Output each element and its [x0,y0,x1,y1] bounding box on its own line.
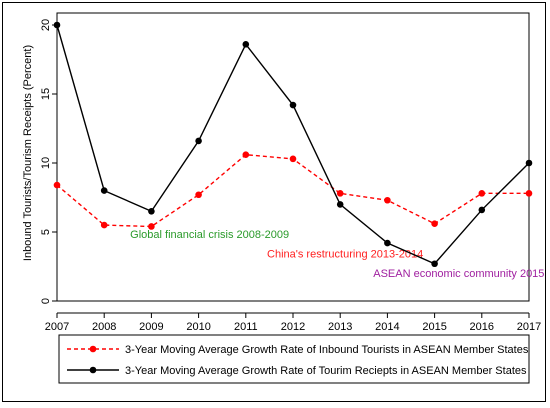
y-tick-label: 0 [40,298,52,304]
data-point [148,223,155,230]
data-point [478,190,486,197]
annotation-text: China's restructuring 2013-2014 [267,249,423,261]
y-tick-label: 15 [40,88,52,100]
data-point [53,21,61,29]
x-tick-label: 2016 [470,321,494,333]
x-tick-label: 2013 [328,321,352,333]
annotation-text: ASEAN economic community 2015 [373,268,544,280]
x-tick-label: 2011 [234,321,258,333]
data-point [289,101,297,109]
data-point [148,208,155,215]
legend-box [58,334,530,384]
x-tick-label: 2017 [517,321,541,333]
data-point [431,220,438,228]
plot-border [56,12,530,302]
data-point [242,151,250,159]
data-point [195,137,202,145]
chart: 0 5 10 15 20 Inbound Tourists/Tourism Receipt… [22,12,544,384]
annotation-text: Global financial crisis 2008-2009 [130,229,289,241]
y-tick-label: 20 [40,19,52,31]
x-tick-label: 2008 [92,321,116,333]
x-tick-label: 2012 [281,321,305,333]
data-point [336,201,344,208]
legend-swatch-marker [89,366,97,374]
data-point [100,187,108,194]
data-point [242,41,250,48]
legend-label: 3-Year Moving Average Growth Rate of Inb… [125,344,529,356]
data-point [384,196,391,204]
y-tick-label: 10 [40,157,52,169]
y-axis-label: Inbound Tourists/Tourism Receipts (Perce… [22,45,34,261]
data-point [100,221,108,229]
data-point [431,260,438,268]
x-tick-label: 2015 [422,321,446,333]
chart-frame: 0 5 10 15 20 Inbound Tourists/Tourism Receipt… [2,2,546,402]
y-tick-label: 5 [40,229,52,235]
legend: 3-Year Moving Average Growth Rate of Inb… [58,334,530,384]
data-point [525,159,533,167]
x-tick-label: 2007 [45,321,69,333]
data-point [289,155,297,163]
data-point [195,191,202,199]
series-line-1 [56,24,530,265]
x-tick-label: 2010 [186,321,210,333]
data-point [336,190,344,197]
legend-swatch-marker [89,345,97,353]
legend-label: 3-Year Moving Average Growth Rate of Tou… [125,365,527,377]
annotations: Global financial crisis 2008-2009 China's… [130,229,544,280]
data-point [53,181,61,189]
data-point [478,206,486,214]
x-tick-label: 2009 [139,321,163,333]
axes: 0 5 10 15 20 Inbound Tourists/Tourism Receipt… [22,12,541,333]
series-line-0 [56,153,529,228]
data-point [525,190,533,197]
x-tick-label: 2014 [375,321,399,333]
series-layer [53,21,533,268]
data-point [384,239,391,247]
